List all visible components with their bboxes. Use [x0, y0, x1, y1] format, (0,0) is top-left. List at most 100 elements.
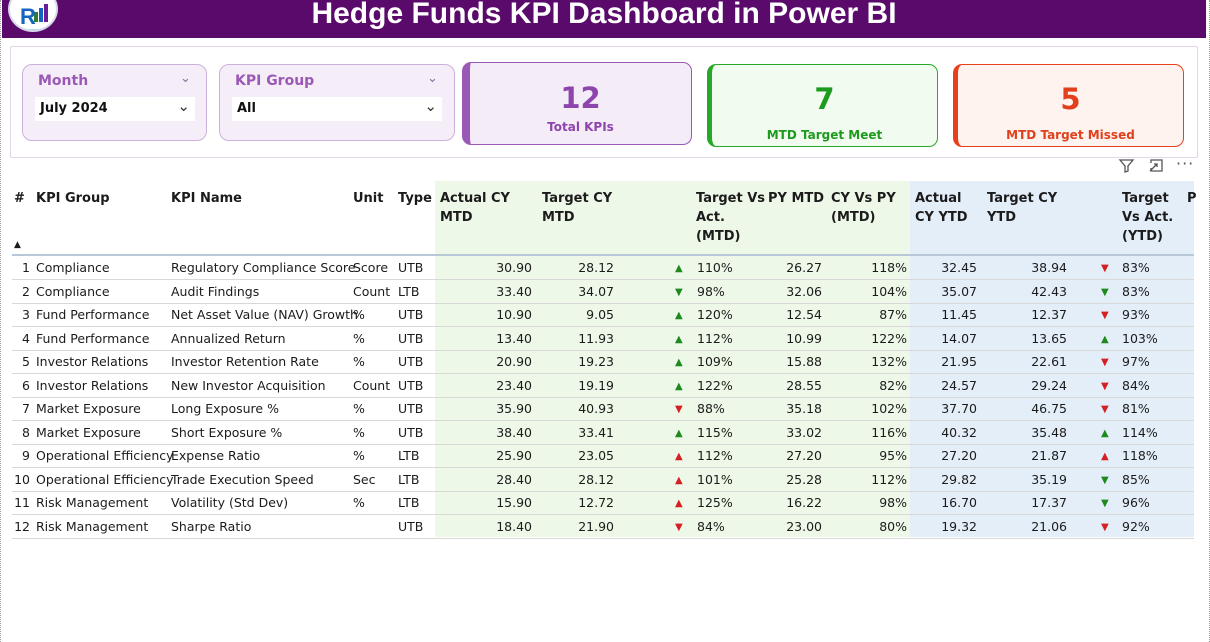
row-divider [12, 349, 1194, 351]
cell-group: Compliance [36, 260, 110, 275]
header-line: MTD [542, 210, 575, 225]
kpi-group-dropdown[interactable]: All ⌄ [232, 97, 442, 121]
cell-tgt-mtd: 21.90 [578, 518, 614, 534]
col-header-cy-vs-py-mtd[interactable]: CY Vs PY (MTD) [831, 189, 896, 227]
cell-tgt-mtd: 28.12 [578, 471, 614, 487]
col-header-target-cy-mtd[interactable]: Target CY MTD [542, 189, 612, 227]
cell-act-mtd: 18.40 [496, 518, 532, 534]
cell-name: Expense Ratio [171, 448, 261, 463]
row-divider [12, 279, 1194, 280]
col-header-truncated[interactable]: P [1187, 191, 1197, 206]
chevron-down-icon[interactable]: ⌄ [180, 71, 191, 86]
month-slicer-label: Month [38, 73, 89, 89]
cell-tgt-mtd: 33.41 [578, 424, 614, 440]
cell-group: Investor Relations [36, 354, 149, 369]
triangle-up-icon: ▲ [675, 451, 683, 462]
month-slicer[interactable]: Month ⌄ July 2024 ⌄ [22, 64, 207, 141]
cell-py-mtd: 15.88 [786, 354, 822, 369]
triangle-up-icon: ▲ [675, 357, 683, 368]
col-header-target-cy-ytd[interactable]: Target CY YTD [987, 189, 1057, 227]
cell-cvp: 122% [871, 330, 907, 346]
cell-name: New Investor Acquisition [171, 377, 326, 393]
triangle-up-icon: ▲ [1101, 427, 1109, 439]
header-line: (MTD) [831, 210, 876, 225]
cell-group: Investor Relations [36, 377, 149, 393]
triangle-down-icon: ▼ [1101, 263, 1109, 274]
filter-icon[interactable] [1118, 157, 1135, 178]
cell-n: 2 [22, 283, 30, 299]
cell-act-ytd: 24.57 [941, 377, 977, 393]
cell-name: Long Exposure % [171, 401, 279, 416]
cell-n: 9 [22, 448, 30, 463]
triangle-down-icon: ▼ [1101, 404, 1109, 415]
header-line: Act. [696, 210, 725, 225]
row-divider [12, 537, 1194, 539]
header-line: Target CY [542, 191, 613, 206]
triangle-up-icon: ▲ [675, 380, 683, 392]
cell-group: Fund Performance [36, 330, 150, 346]
cell-tgt-ytd: 29.24 [1031, 377, 1067, 393]
col-header-py-mtd[interactable]: PY MTD [768, 191, 825, 206]
cell-group: Market Exposure [36, 401, 141, 416]
col-header-index[interactable]: # [14, 191, 25, 206]
row-divider [12, 302, 1194, 304]
sort-ascending-icon[interactable]: ▲ [14, 240, 21, 250]
cell-n: 1 [22, 260, 30, 275]
cell-group: Risk Management [36, 495, 149, 510]
page-title: Hedge Funds KPI Dashboard in Power BI [311, 0, 897, 30]
cell-unit: % [353, 354, 365, 369]
col-header-actual-cy-mtd[interactable]: Actual CY MTD [440, 189, 510, 227]
cell-tva-mtd: 125% [697, 495, 733, 510]
cell-type: UTB [398, 401, 424, 416]
cell-tva-mtd: 84% [697, 518, 725, 534]
cell-type: LTB [398, 495, 420, 510]
cell-act-ytd: 11.45 [941, 307, 977, 322]
cell-tva-ytd: 114% [1122, 424, 1158, 440]
cell-n: 6 [22, 377, 30, 393]
cell-tva-ytd: 81% [1122, 401, 1150, 416]
col-header-kpi-group[interactable]: KPI Group [36, 191, 110, 206]
month-dropdown[interactable]: July 2024 ⌄ [35, 97, 195, 121]
triangle-up-icon: ▲ [675, 333, 683, 345]
cell-group: Fund Performance [36, 307, 150, 322]
cell-tva-ytd: 103% [1122, 330, 1158, 346]
chevron-down-icon[interactable]: ⌄ [177, 97, 190, 115]
row-divider [12, 373, 1194, 374]
col-header-target-vs-act-ytd[interactable]: Target Vs Act. (YTD) [1122, 189, 1173, 246]
month-selected-value: July 2024 [40, 101, 108, 116]
col-header-kpi-name[interactable]: KPI Name [171, 191, 242, 206]
cell-tva-mtd: 112% [697, 448, 733, 463]
cell-n: 7 [22, 401, 30, 416]
header-line: Target [1122, 191, 1169, 206]
col-header-actual-cy-ytd[interactable]: Actual CY YTD [915, 189, 968, 227]
cell-py-mtd: 12.54 [786, 307, 822, 322]
header-line: CY YTD [915, 210, 968, 225]
cell-name: Volatility (Std Dev) [171, 495, 289, 510]
col-header-unit[interactable]: Unit [353, 191, 384, 206]
more-options-icon[interactable]: ··· [1176, 154, 1195, 173]
col-header-target-vs-act-mtd[interactable]: Target Vs Act. (MTD) [696, 189, 765, 246]
cell-py-mtd: 25.28 [786, 471, 822, 487]
cell-name: Sharpe Ratio [171, 518, 252, 534]
cell-type: UTB [398, 518, 424, 534]
cell-tgt-mtd: 19.23 [578, 354, 614, 369]
triangle-up-icon: ▲ [675, 310, 683, 321]
cell-tgt-mtd: 40.93 [578, 401, 614, 416]
mtd-target-meet-label: MTD Target Meet [766, 128, 883, 142]
triangle-up-icon: ▲ [675, 263, 683, 274]
chevron-down-icon[interactable]: ⌄ [424, 97, 437, 115]
row-divider [12, 467, 1194, 468]
kpi-group-slicer[interactable]: KPI Group ⌄ All ⌄ [219, 64, 455, 141]
cell-tgt-mtd: 23.05 [578, 448, 614, 463]
col-header-type[interactable]: Type [398, 191, 432, 206]
cell-act-mtd: 13.40 [496, 330, 532, 346]
cell-tgt-mtd: 11.93 [578, 330, 614, 346]
triangle-up-icon: ▲ [1101, 333, 1109, 345]
cell-group: Compliance [36, 283, 110, 299]
cell-tva-ytd: 83% [1122, 260, 1150, 275]
chevron-down-icon[interactable]: ⌄ [427, 71, 438, 86]
header-line: CY Vs PY [831, 191, 896, 206]
cell-group: Operational Efficiency [36, 471, 174, 487]
total-kpis-label: Total KPIs [547, 120, 614, 134]
focus-mode-icon[interactable] [1148, 157, 1165, 178]
